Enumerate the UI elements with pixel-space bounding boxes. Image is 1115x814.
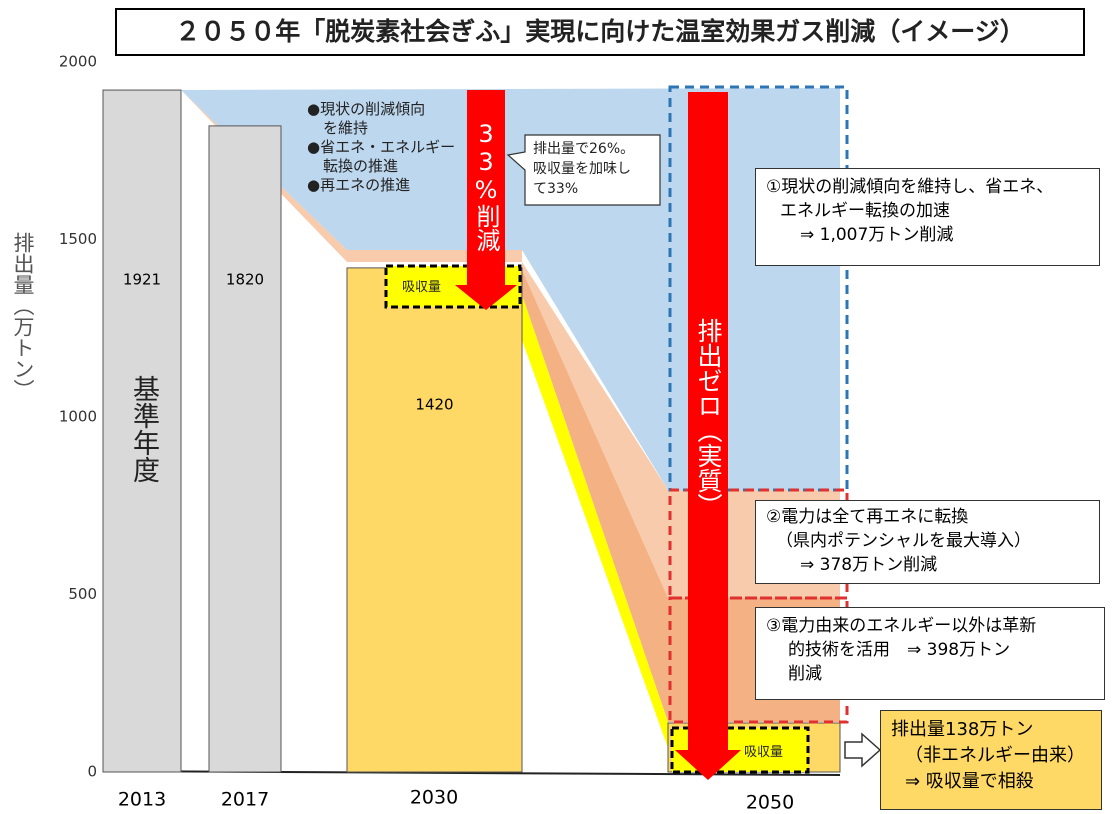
arrow <box>688 92 728 752</box>
value-label: 1420 <box>415 396 453 414</box>
absorption-label: 吸収量 <box>402 280 442 295</box>
callout: 排出量で26%。 吸収量を加味し て33% <box>533 139 634 199</box>
text-line: 転換の推進 <box>323 157 399 175</box>
text-line: ①現状の削減傾向を維持し、省エネ、 <box>766 177 1054 197</box>
text-line: ②電力は全て再エネに転換 <box>766 507 969 527</box>
x-tick-label: 2017 <box>221 789 269 811</box>
text-line: 削減 <box>788 664 822 684</box>
arrow-head <box>455 285 517 310</box>
x-tick-label: 2030 <box>410 787 458 809</box>
text-line: 的技術を活用 ⇒ 398万トン <box>788 640 1011 660</box>
measure-box: ①現状の削減傾向を維持し、省エネ、 エネルギー転換の加速 ⇒ 1,007万トン削… <box>755 168 1100 266</box>
text-line: ⇒ 378万トン削減 <box>800 555 938 575</box>
absorption-label: 吸収量 <box>744 745 784 760</box>
x-tick-label: 2050 <box>746 792 794 814</box>
bar <box>102 89 182 773</box>
measure-box: ③電力由来のエネルギー以外は革新 的技術を活用 ⇒ 398万トン 削減 <box>755 607 1105 700</box>
text-line: ●現状の削減傾向 <box>307 100 426 118</box>
chart-title: ２０５０年「脱炭素社会ぎふ」実現に向けた温室効果ガス削減（イメージ） <box>115 8 1085 56</box>
text-line: ●再エネの推進 <box>307 176 411 194</box>
arrow <box>467 90 505 286</box>
text-line: ⇒ 吸収量で相殺 <box>905 771 1034 792</box>
text-line: （県内ポテンシャルを最大導入） <box>776 531 1031 551</box>
band <box>522 295 668 748</box>
bar <box>208 125 282 773</box>
bar <box>346 267 523 773</box>
dashed-box <box>668 596 849 724</box>
reduction-label: 33%削減 <box>472 120 500 252</box>
x-tick-label: 2013 <box>118 789 166 811</box>
y-tick-label: 1500 <box>59 230 97 248</box>
text-line: 排出量で26%。 <box>533 141 635 157</box>
y-tick-label: 0 <box>87 763 97 781</box>
y-axis-label: 排出量（万トン） <box>11 232 35 400</box>
text-line: ●省エネ・エネルギー <box>307 138 456 156</box>
hollow-arrow <box>844 732 882 768</box>
value-label: 1921 <box>123 271 161 289</box>
dashed-box <box>668 85 849 492</box>
result-box: 排出量138万トン （非エネルギー由来） ⇒ 吸収量で相殺 <box>880 710 1102 810</box>
measure-box: ②電力は全て再エネに転換 （県内ポテンシャルを最大導入） ⇒ 378万トン削減 <box>755 500 1100 584</box>
text-line: 吸収量を加味し <box>533 161 631 177</box>
text-line: て33% <box>533 181 579 197</box>
zero-label: 排出ゼロ（実質） <box>694 318 723 518</box>
text-line: ⇒ 1,007万トン削減 <box>800 225 954 245</box>
y-tick-label: 2000 <box>59 53 97 71</box>
band <box>181 88 840 490</box>
callout-shape <box>506 134 661 206</box>
value-label: 1820 <box>226 271 264 289</box>
text-line: エネルギー転換の加速 <box>780 201 950 221</box>
text-line: ③電力由来のエネルギー以外は革新 <box>766 616 1037 636</box>
arrow-head <box>675 750 741 780</box>
y-tick-label: 1000 <box>59 408 97 426</box>
y-tick-label: 500 <box>68 585 97 603</box>
base-year: 基準年度 <box>128 375 159 483</box>
text-line: （非エネルギー由来） <box>905 745 1085 766</box>
text-line: 排出量138万トン <box>891 719 1034 740</box>
measures-list: ●現状の削減傾向 を維持 ●省エネ・エネルギー 転換の推進 ●再エネの推進 <box>307 100 455 195</box>
text-line: を維持 <box>323 119 369 137</box>
